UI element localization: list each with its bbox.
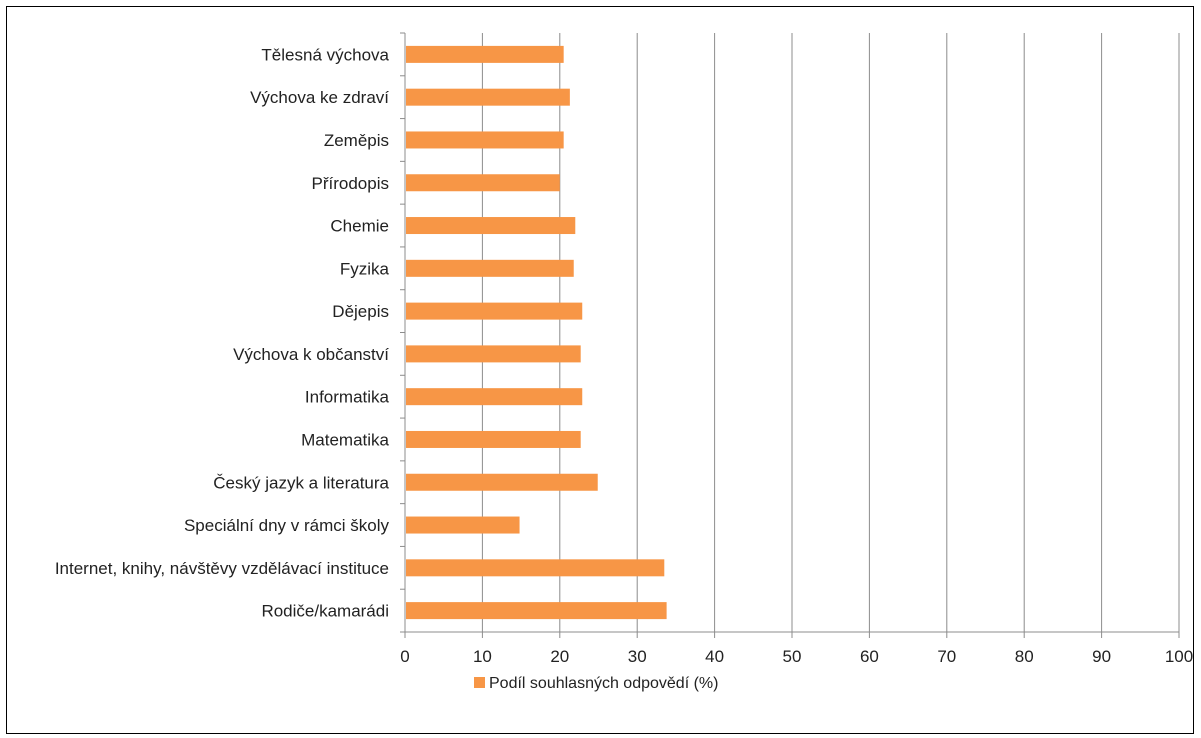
category-label: Výchova k občanství — [233, 345, 389, 364]
x-tick-label: 60 — [860, 647, 879, 666]
bar — [406, 473, 598, 491]
bar — [406, 345, 581, 363]
category-label: Chemie — [330, 217, 389, 236]
bar — [406, 559, 665, 577]
legend: Podíl souhlasných odpovědí (%) — [474, 675, 718, 692]
legend-label: Podíl souhlasných odpovědí (%) — [489, 675, 718, 692]
x-tick-label: 70 — [937, 647, 956, 666]
category-labels: Tělesná výchova Výchova ke zdraví Zeměpis P… — [55, 45, 390, 620]
x-tick-labels: 0 10 20 30 40 50 60 70 80 90 100 — [400, 647, 1193, 666]
bars — [406, 45, 667, 620]
category-label: Zeměpis — [324, 131, 389, 150]
category-label: Speciální dny v rámci školy — [184, 516, 390, 535]
bar — [406, 217, 576, 235]
category-label: Český jazyk a literatura — [213, 473, 389, 492]
category-label: Výchova ke zdraví — [250, 88, 389, 107]
bar — [406, 259, 574, 277]
category-label: Informatika — [305, 388, 390, 407]
bar — [406, 602, 667, 620]
axes — [400, 32, 1180, 638]
legend-swatch — [474, 677, 485, 688]
category-label: Rodiče/kamarádi — [261, 602, 389, 621]
category-label: Internet, knihy, návštěvy vzdělávací ins… — [55, 559, 389, 578]
x-tick-label: 30 — [628, 647, 647, 666]
category-label: Tělesná výchova — [261, 45, 389, 64]
x-tick-label: 10 — [473, 647, 492, 666]
x-tick-label: 40 — [705, 647, 724, 666]
bar — [406, 174, 560, 192]
bar — [406, 302, 583, 320]
x-tick-label: 90 — [1092, 647, 1111, 666]
category-label: Přírodopis — [312, 174, 389, 193]
bar — [406, 45, 564, 63]
bar — [406, 388, 583, 406]
category-label: Matematika — [301, 430, 389, 449]
x-tick-label: 0 — [400, 647, 409, 666]
gridlines — [481, 33, 1180, 632]
x-tick-label: 50 — [783, 647, 802, 666]
category-label: Fyzika — [340, 259, 390, 278]
bar — [406, 131, 564, 149]
bar — [406, 88, 570, 106]
x-tick-label: 80 — [1015, 647, 1034, 666]
bar — [406, 516, 520, 534]
x-tick-label: 100 — [1165, 647, 1193, 666]
x-tick-label: 20 — [550, 647, 569, 666]
bar — [406, 430, 581, 448]
category-label: Dějepis — [332, 302, 389, 321]
